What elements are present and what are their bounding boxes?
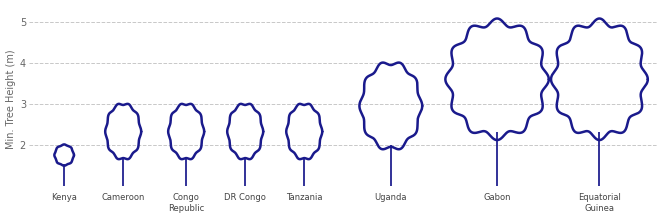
Text: Congo
Republic: Congo Republic: [168, 193, 205, 213]
Text: Kenya: Kenya: [51, 193, 77, 202]
Text: Gabon: Gabon: [483, 193, 511, 202]
Y-axis label: Min. Tree Height (m): Min. Tree Height (m): [5, 49, 15, 148]
Text: Cameroon: Cameroon: [102, 193, 145, 202]
Text: Equatorial
Guinea: Equatorial Guinea: [578, 193, 621, 213]
Text: DR Congo: DR Congo: [224, 193, 266, 202]
Text: Tanzania: Tanzania: [286, 193, 323, 202]
Text: Uganda: Uganda: [374, 193, 407, 202]
